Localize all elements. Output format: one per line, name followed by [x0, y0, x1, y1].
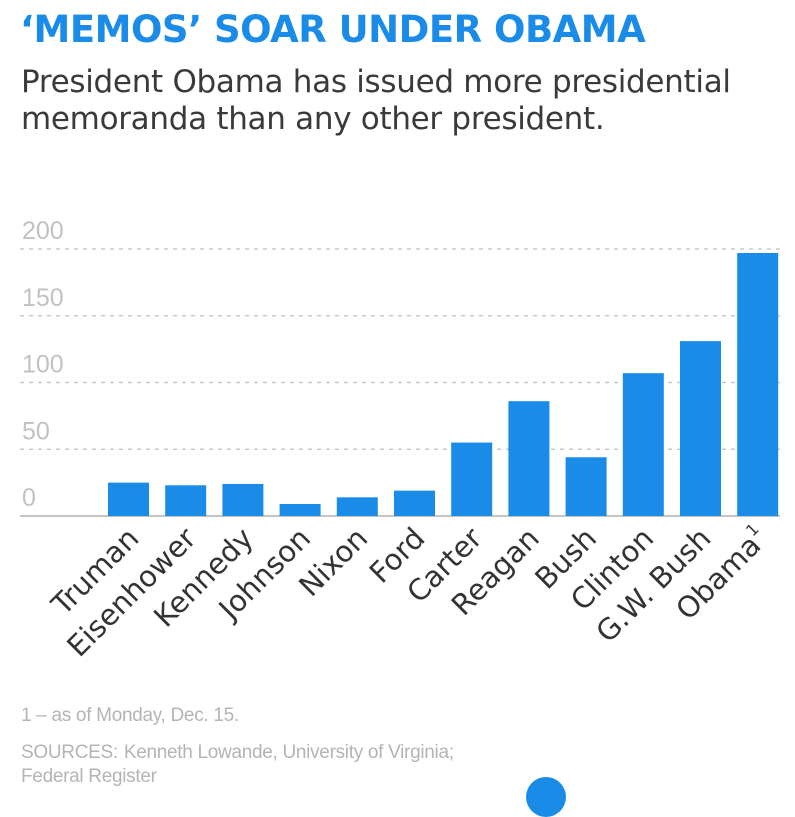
- bar-ford: [394, 490, 435, 516]
- y-tick-label: 100: [22, 351, 64, 379]
- y-tick-label: 150: [22, 284, 64, 312]
- bar-johnson: [279, 503, 321, 516]
- circle-badge-icon: [526, 777, 566, 817]
- bar-bush: [565, 457, 607, 516]
- y-tick-label: 0: [22, 484, 36, 512]
- bar-clinton: [622, 373, 664, 516]
- bar-obama: [737, 253, 779, 516]
- sources: SOURCES: Kenneth Lowande, University of V…: [21, 741, 461, 789]
- bar-truman: [108, 482, 149, 516]
- bar-eisenhower: [165, 485, 207, 516]
- bars: [108, 253, 779, 516]
- bar-chart: 0 50 100 150 200 TrumanEisenhowerKennedyJohn…: [20, 217, 780, 663]
- bar-g-w-bush: [680, 341, 721, 516]
- category-labels: TrumanEisenhowerKennedyJohnsonNixonFordC…: [44, 519, 774, 663]
- chart-subtitle: President Obama has issued more presiden…: [21, 64, 731, 137]
- footnote: 1 – as of Monday, Dec. 15.: [21, 705, 239, 726]
- bar-carter: [451, 442, 493, 516]
- bar-reagan: [508, 401, 550, 516]
- gridlines: 0 50 100 150 200: [20, 217, 780, 517]
- chart-title: ‘MEMOS’ SOAR UNDER OBAMA: [20, 8, 646, 51]
- sources-text: Kenneth Lowande, University of Virginia;…: [21, 742, 454, 787]
- sources-label: SOURCES:: [21, 742, 118, 763]
- footnote-marker: 1: [742, 519, 763, 540]
- y-tick-label: 50: [22, 417, 50, 445]
- y-tick-label: 200: [22, 217, 64, 245]
- bar-kennedy: [222, 483, 264, 516]
- bar-nixon: [336, 497, 378, 516]
